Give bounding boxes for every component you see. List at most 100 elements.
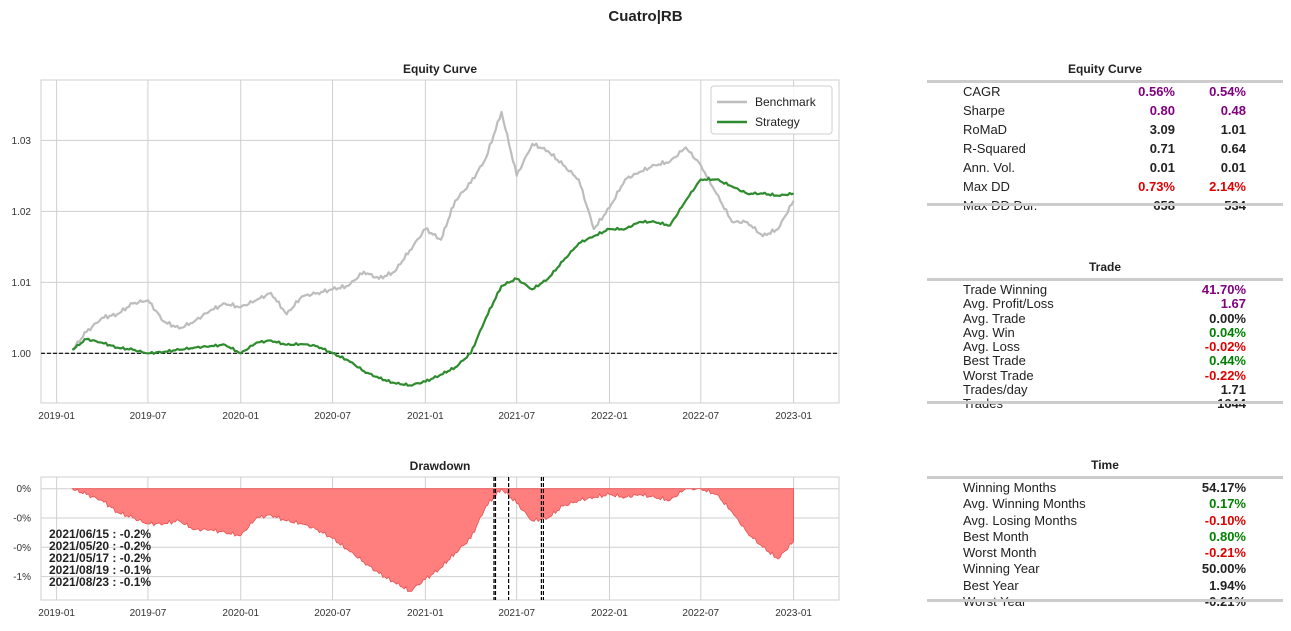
drawdown-y-tick-label: 0% xyxy=(17,484,32,495)
stat-label: Best Year xyxy=(963,577,1019,593)
drawdown-x-tick-label: 2023-01 xyxy=(775,608,812,619)
stat-value-benchmark: 0.48 xyxy=(1220,103,1246,118)
drawdown-title: Drawdown xyxy=(410,459,471,473)
stat-label: Avg. Losing Months xyxy=(963,512,1077,528)
stat-value: 1.67 xyxy=(1220,296,1246,312)
equity-x-tick-label: 2020-01 xyxy=(222,411,259,422)
equity-y-tick-label: 1.03 xyxy=(12,136,32,147)
table-top-rule xyxy=(927,278,1283,281)
table-row: Trades/day 1.71 xyxy=(927,382,1283,398)
stat-value-strategy: 3.09 xyxy=(1149,122,1175,137)
stat-value: 1.94% xyxy=(1209,577,1246,593)
table-bottom-rule xyxy=(927,599,1283,602)
drawdown-annotation: 2021/08/19 : -0.1% xyxy=(49,563,151,577)
stat-label: Winning Months xyxy=(963,480,1057,495)
stat-value: 54.17% xyxy=(1201,480,1246,495)
stat-label: Trade Winning xyxy=(963,282,1048,297)
stat-value-benchmark: 1.01 xyxy=(1220,122,1246,137)
figure-title: Cuatro|RB xyxy=(608,8,683,25)
stat-label: R-Squared xyxy=(963,141,1026,156)
stat-label: Avg. Profit/Loss xyxy=(963,296,1054,312)
stat-value-strategy: 0.80 xyxy=(1149,103,1175,118)
stat-value: -0.22% xyxy=(1204,367,1246,383)
stat-label: Avg. Loss xyxy=(963,339,1020,354)
stat-label: Trades/day xyxy=(963,381,1028,397)
stat-value: 0.80% xyxy=(1209,528,1246,544)
table-row: Worst Year-0.21% xyxy=(927,594,1283,610)
table-row: Best Trade 0.44% xyxy=(927,353,1283,369)
equity-series-benchmark-line xyxy=(71,110,795,351)
drawdown-x-tick-label: 2022-01 xyxy=(591,608,628,619)
equity-title: Equity Curve xyxy=(403,62,477,76)
stat-label: Max DD xyxy=(963,179,1010,194)
equity-x-tick-label: 2020-07 xyxy=(314,411,351,422)
stat-label: CAGR xyxy=(963,84,1001,99)
stat-value: 0.44% xyxy=(1209,353,1246,369)
drawdown-x-tick-label: 2020-07 xyxy=(314,608,351,619)
stat-label: Avg. Winning Months xyxy=(963,496,1086,512)
stat-label: RoMaD xyxy=(963,122,1008,137)
table-title: Equity Curve xyxy=(1067,62,1142,76)
stat-value-strategy: 0.01 xyxy=(1149,160,1175,175)
stat-label: Winning Year xyxy=(963,561,1040,577)
drawdown-x-tick-label: 2019-07 xyxy=(130,608,167,619)
table-row: R-Squared 0.71 0.64 xyxy=(927,141,1283,157)
table-row: Avg. Trade 0.00% xyxy=(927,311,1283,327)
table-row: Avg. Profit/Loss 1.67 xyxy=(927,296,1283,312)
table-row: Avg. Losing Months -0.10% xyxy=(927,513,1283,529)
equity-x-tick-label: 2021-07 xyxy=(498,411,535,422)
legend-label-benchmark: Benchmark xyxy=(755,95,817,109)
stat-value-strategy: 0.71 xyxy=(1149,141,1175,156)
equity-x-tick-label: 2022-01 xyxy=(591,411,628,422)
table-row: Avg. Win 0.04% xyxy=(927,325,1283,341)
equity-legend: Benchmark Strategy xyxy=(710,85,833,135)
legend-label-strategy: Strategy xyxy=(755,115,800,129)
stat-label: Worst Month xyxy=(963,545,1037,561)
stat-value: 50.00% xyxy=(1201,561,1246,577)
drawdown-x-tick-label: 2022-07 xyxy=(682,608,719,619)
drawdown-y-tick-label: -0% xyxy=(13,543,31,554)
equity-y-tick-label: 1.00 xyxy=(12,349,32,360)
equity-series-strategy-line xyxy=(71,176,794,387)
stat-value: 41.70% xyxy=(1201,282,1246,297)
table-row: Trades1644 xyxy=(927,396,1283,412)
equity-x-tick-label: 2019-01 xyxy=(38,411,75,422)
table-row: Avg. Winning Months 0.17% xyxy=(927,496,1283,512)
stat-label: Worst Trade xyxy=(963,367,1034,383)
stat-label: Avg. Trade xyxy=(963,310,1026,326)
stat-value: 0.00% xyxy=(1209,310,1246,326)
drawdown-x-tick-label: 2019-01 xyxy=(38,608,75,619)
table-row: Best Year 1.94% xyxy=(927,578,1283,594)
table-row: Sharpe 0.80 0.48 xyxy=(927,103,1283,119)
stat-value: 1.71 xyxy=(1220,381,1246,397)
stat-value: -0.10% xyxy=(1204,512,1246,528)
table-row: Trade Winning 41.70% xyxy=(927,282,1283,298)
table-row: CAGR 0.56% 0.54% xyxy=(927,84,1283,100)
table-top-rule xyxy=(927,80,1283,83)
equity-y-tick-label: 1.02 xyxy=(12,207,32,218)
drawdown-y-tick-label: -1% xyxy=(13,572,31,583)
drawdown-x-tick-label: 2021-01 xyxy=(407,608,444,619)
stat-value: 0.17% xyxy=(1209,496,1246,512)
stat-value: -0.21% xyxy=(1204,545,1246,561)
equity-x-tick-label: 2021-01 xyxy=(407,411,444,422)
stat-label: Best Trade xyxy=(963,353,1026,369)
stat-value-strategy: 0.73% xyxy=(1138,179,1175,194)
stat-label: Avg. Win xyxy=(963,324,1015,340)
stat-label: Best Month xyxy=(963,528,1029,544)
table-row: Winning Year 50.00% xyxy=(927,561,1283,577)
table-bottom-rule xyxy=(927,203,1283,206)
table-row: Winning Months 54.17% xyxy=(927,480,1283,496)
equity-x-tick-label: 2022-07 xyxy=(682,411,719,422)
time-stats-table: Time Winning Months 54.17% Avg. Winning Mon… xyxy=(927,456,1283,609)
stat-value: -0.02% xyxy=(1204,339,1246,354)
stat-value-benchmark: 0.54% xyxy=(1209,84,1246,99)
table-row: Max DD Dur.658534 xyxy=(927,198,1283,214)
stat-value-benchmark: 2.14% xyxy=(1209,179,1246,194)
stat-value-benchmark: 0.64 xyxy=(1220,141,1246,156)
drawdown-annotation: 2021/05/17 : -0.2% xyxy=(49,551,151,565)
table-top-rule xyxy=(927,476,1283,479)
stat-label: Ann. Vol. xyxy=(963,160,1016,175)
table-row: Best Month 0.80% xyxy=(927,529,1283,545)
drawdown-area xyxy=(71,487,794,592)
